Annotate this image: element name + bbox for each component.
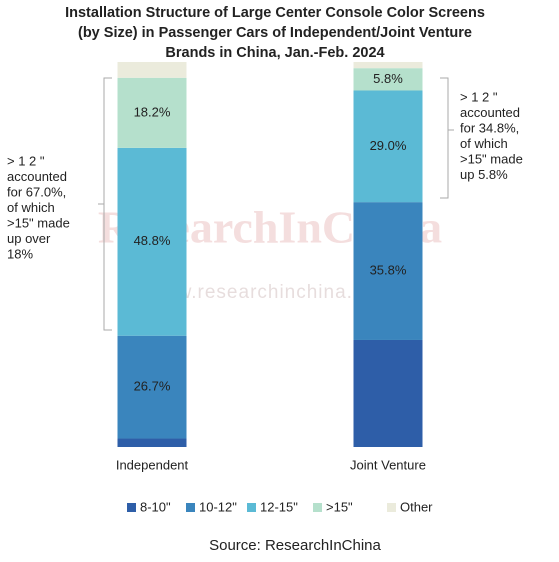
legend-swatch (127, 503, 136, 512)
chart-title: Installation Structure of Large Center C… (65, 5, 485, 21)
bar-segment (117, 147, 187, 336)
bar-segment (117, 438, 187, 447)
watermark-url: www.researchinchina.com (147, 282, 392, 303)
bar-segment (353, 62, 423, 69)
chart-title: (by Size) in Passenger Cars of Independe… (78, 25, 472, 41)
annotation: 18% (7, 246, 33, 261)
annotation: >15" made (7, 215, 70, 230)
bracket (98, 77, 112, 331)
annotation: >15" made (460, 151, 523, 166)
bar-segment (117, 335, 187, 439)
data-label: 5.8% (373, 71, 403, 86)
bar-segment (353, 90, 423, 203)
annotation: up over (7, 231, 51, 246)
annotation: up 5.8% (460, 167, 508, 182)
x-tick-label: Joint Venture (350, 457, 426, 472)
bar-segment (117, 62, 187, 78)
legend-label: >15" (326, 499, 353, 514)
legend-label: 12-15" (260, 499, 298, 514)
annotation: of which (7, 200, 55, 215)
chart-title: Brands in China, Jan.-Feb. 2024 (165, 45, 384, 61)
data-label: 48.8% (134, 233, 171, 248)
bracket (440, 77, 454, 199)
legend-label: 8-10" (140, 499, 171, 514)
data-label: 29.0% (370, 138, 407, 153)
legend-label: Other (400, 499, 433, 514)
bar-segment (117, 77, 187, 148)
legend-swatch (313, 503, 322, 512)
data-label: 35.8% (370, 262, 407, 277)
annotation: of which (460, 136, 508, 151)
legend-swatch (186, 503, 195, 512)
bar-segment (353, 202, 423, 340)
bar-segment (353, 339, 423, 447)
annotation: accounted (460, 105, 520, 120)
legend-swatch (247, 503, 256, 512)
legend-label: 10-12" (199, 499, 237, 514)
source: Source: ResearchInChina (209, 537, 381, 554)
bar-segment (353, 68, 423, 91)
annotation: accounted (7, 169, 67, 184)
annotation: > 1 2 " (460, 89, 498, 104)
data-label: 18.2% (134, 104, 171, 119)
legend-swatch (387, 503, 396, 512)
x-tick-label: Independent (116, 457, 189, 472)
annotation: > 1 2 " (7, 153, 45, 168)
data-label: 26.7% (134, 379, 171, 394)
annotation: for 67.0%, (7, 184, 66, 199)
annotation: for 34.8%, (460, 120, 519, 135)
